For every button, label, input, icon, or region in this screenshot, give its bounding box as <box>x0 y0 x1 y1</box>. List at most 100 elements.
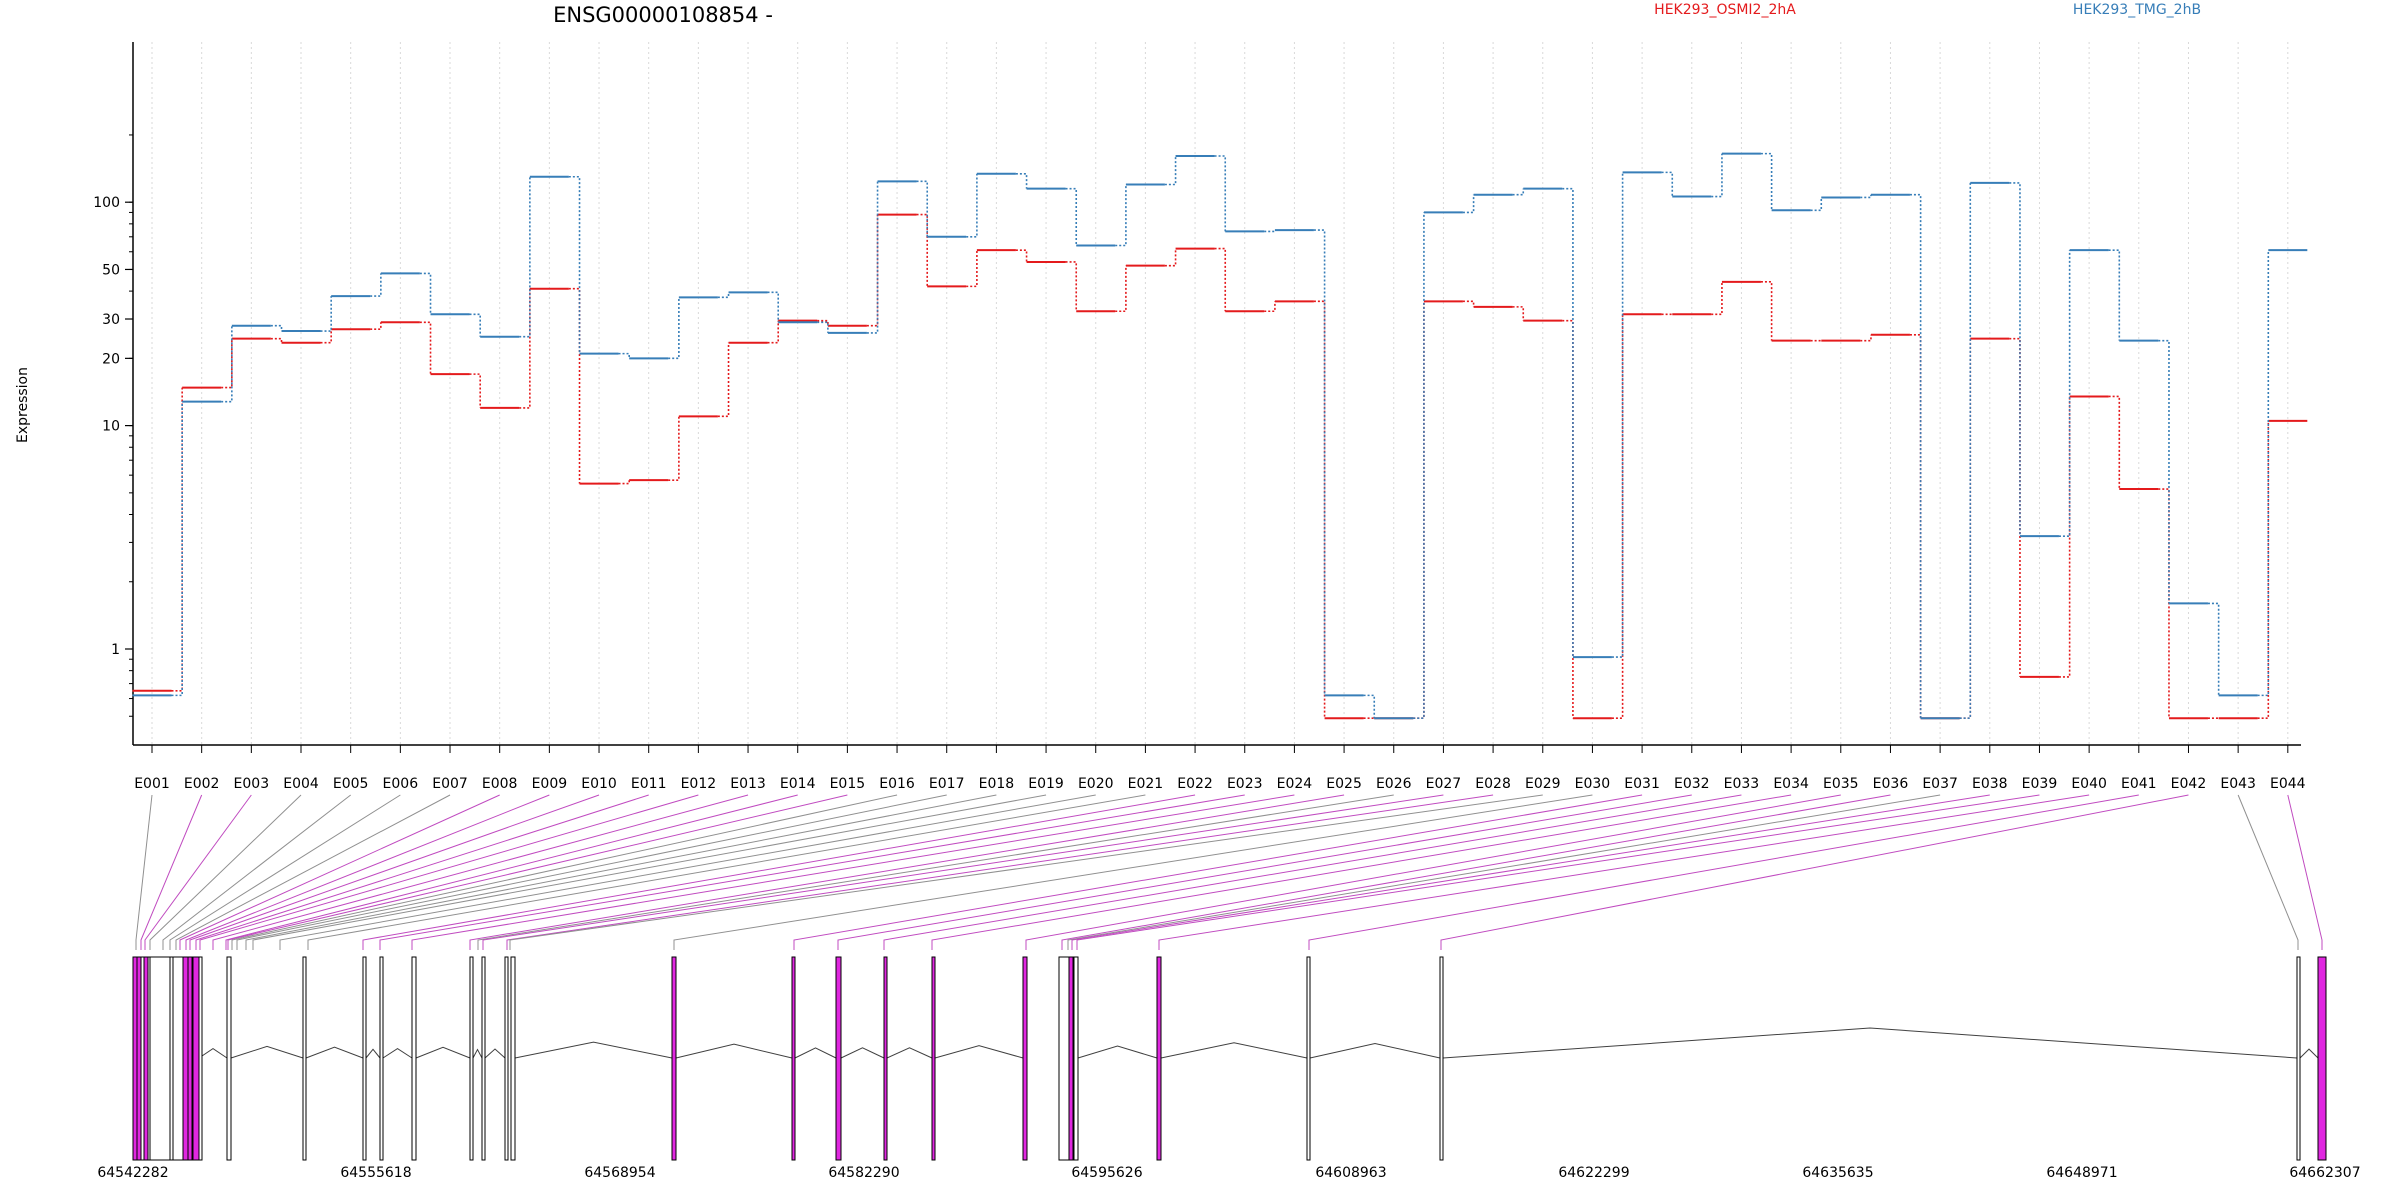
gene-coordinate-label: 64595626 <box>1071 1165 1142 1181</box>
x-tick-label: E038 <box>1972 776 2008 792</box>
series-connector <box>817 319 829 326</box>
exon-connector-line <box>1061 794 1891 950</box>
gene-coordinate-label: 64648971 <box>2046 1165 2117 1181</box>
series-connector <box>1562 319 1574 719</box>
exon-connector-line <box>162 794 351 950</box>
x-tick-label: E022 <box>1177 776 1213 792</box>
series-connector <box>1611 172 1624 658</box>
series-2 <box>132 152 2308 720</box>
y-axis-label: Expression <box>15 367 31 443</box>
exon-block-highlighted <box>1156 956 1162 1161</box>
exon-block <box>481 956 486 1161</box>
x-tick-label: E030 <box>1575 776 1611 792</box>
exon-connector-line <box>2287 794 2323 950</box>
series-connector <box>717 342 730 418</box>
intron-line <box>198 1047 228 1059</box>
x-tick-label: E018 <box>979 776 1015 792</box>
series-connector <box>2108 249 2121 341</box>
exon-block-highlighted <box>2317 956 2327 1161</box>
exon-block-highlighted <box>791 956 796 1161</box>
exon-block <box>226 956 232 1161</box>
series-connector <box>1115 265 1127 313</box>
intron-line <box>1442 1027 2298 1059</box>
exon-connector-line <box>1025 794 1841 950</box>
series-connector <box>1264 301 1276 313</box>
series-connector <box>1313 300 1326 719</box>
exon-block <box>379 956 384 1161</box>
series-connector <box>370 273 382 297</box>
gene-coordinate-label: 64542282 <box>97 1165 168 1181</box>
series-connector <box>1264 230 1276 233</box>
x-tick-label: E032 <box>1674 776 1710 792</box>
x-tick-label: E042 <box>2171 776 2207 792</box>
series-connector <box>1015 249 1028 262</box>
exon-block <box>198 956 203 1161</box>
exon-block-highlighted <box>1022 956 1028 1161</box>
x-tick-label: E013 <box>730 776 766 792</box>
intron-line <box>840 1047 885 1059</box>
exon-connector-line <box>212 794 749 950</box>
exon-connector-line <box>227 794 848 950</box>
exon-connector-line <box>931 794 1792 950</box>
intron-line <box>1309 1042 1441 1059</box>
intron-line <box>484 1048 506 1059</box>
exon-connector-line <box>179 794 500 950</box>
series-connector <box>767 320 780 344</box>
x-tick-label: E008 <box>482 776 518 792</box>
gene-coordinate-label: 64635635 <box>1802 1165 1873 1181</box>
exon-connector-line <box>245 794 997 950</box>
exon-block-highlighted <box>1068 956 1074 1161</box>
intron-line <box>1160 1042 1308 1059</box>
series-connector <box>866 181 879 334</box>
exon-block <box>2296 956 2301 1161</box>
exon-connector-line <box>1071 794 1990 950</box>
y-tick-label: 50 <box>102 262 120 278</box>
x-tick-label: E023 <box>1227 776 1263 792</box>
exon-block <box>1439 956 1444 1161</box>
intron-line <box>514 1041 673 1059</box>
series-connector <box>469 373 481 408</box>
series-connector <box>568 175 581 354</box>
exon-connector-line <box>1158 794 2090 950</box>
x-tick-label: E034 <box>1773 776 1809 792</box>
exon-connector-line <box>195 794 649 950</box>
y-tick-label: 10 <box>102 419 120 435</box>
exon-connector-line <box>225 794 798 950</box>
exon-connector-line <box>140 794 203 950</box>
series-connector <box>221 338 233 389</box>
gene-coordinate-label: 64608963 <box>1315 1165 1386 1181</box>
series-connector <box>1909 333 1922 719</box>
series-connector <box>2207 602 2220 696</box>
x-tick-label: E039 <box>2022 776 2058 792</box>
gene-coordinate-label: 64555618 <box>340 1165 411 1181</box>
series-connector <box>866 214 879 327</box>
x-tick-label: E024 <box>1277 776 1313 792</box>
series-connector <box>320 296 332 332</box>
intron-line <box>382 1047 413 1059</box>
intron-line <box>934 1045 1024 1059</box>
chart-title: ENSG00000108854 - <box>553 3 773 27</box>
exon-connector-line <box>837 794 1692 950</box>
series-connector <box>568 287 581 484</box>
series-connector <box>2257 250 2270 697</box>
x-tick-label: E031 <box>1624 776 1660 792</box>
exon-block <box>172 956 184 1161</box>
x-tick-label: E001 <box>134 776 170 792</box>
x-tick-label: E003 <box>234 776 270 792</box>
exon-connector-line <box>793 794 1643 950</box>
series-connector <box>270 324 283 332</box>
series-connector <box>2009 337 2021 677</box>
exon-connector-line <box>252 794 1047 950</box>
intron-line <box>2299 1048 2319 1059</box>
gene-coordinate-label: 64662307 <box>2289 1165 2360 1181</box>
exon-connector-line <box>307 794 1146 950</box>
x-tick-label: E028 <box>1475 776 1511 792</box>
exon-connector-line <box>175 794 451 950</box>
series-connector <box>1164 155 1177 186</box>
exon-connector-line <box>509 794 1543 950</box>
intron-line <box>472 1048 483 1059</box>
exon-connector-line <box>1308 794 2139 950</box>
series-connector <box>1214 155 1227 232</box>
x-tick-label: E020 <box>1078 776 1114 792</box>
